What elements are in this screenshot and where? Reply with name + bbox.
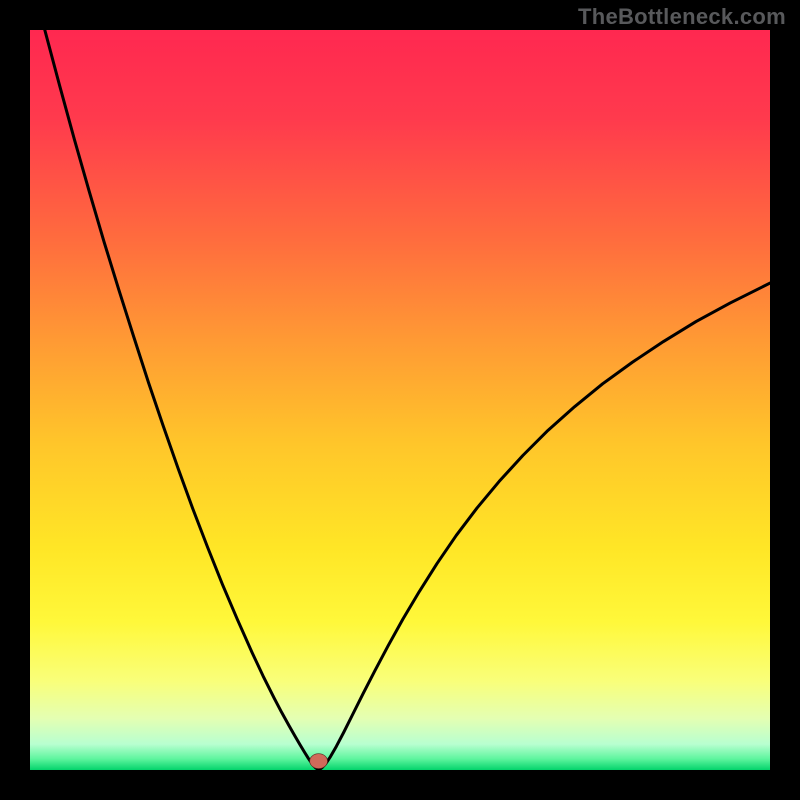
plot-svg <box>30 30 770 770</box>
chart-container: TheBottleneck.com <box>0 0 800 800</box>
watermark-text: TheBottleneck.com <box>578 4 786 30</box>
plot-area <box>30 30 770 770</box>
min-marker <box>310 754 328 769</box>
plot-background <box>30 30 770 770</box>
